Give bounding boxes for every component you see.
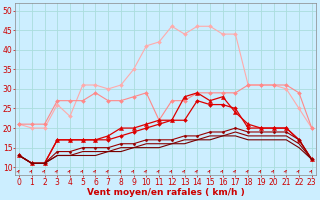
X-axis label: Vent moyen/en rafales ( km/h ): Vent moyen/en rafales ( km/h ) (86, 188, 244, 197)
